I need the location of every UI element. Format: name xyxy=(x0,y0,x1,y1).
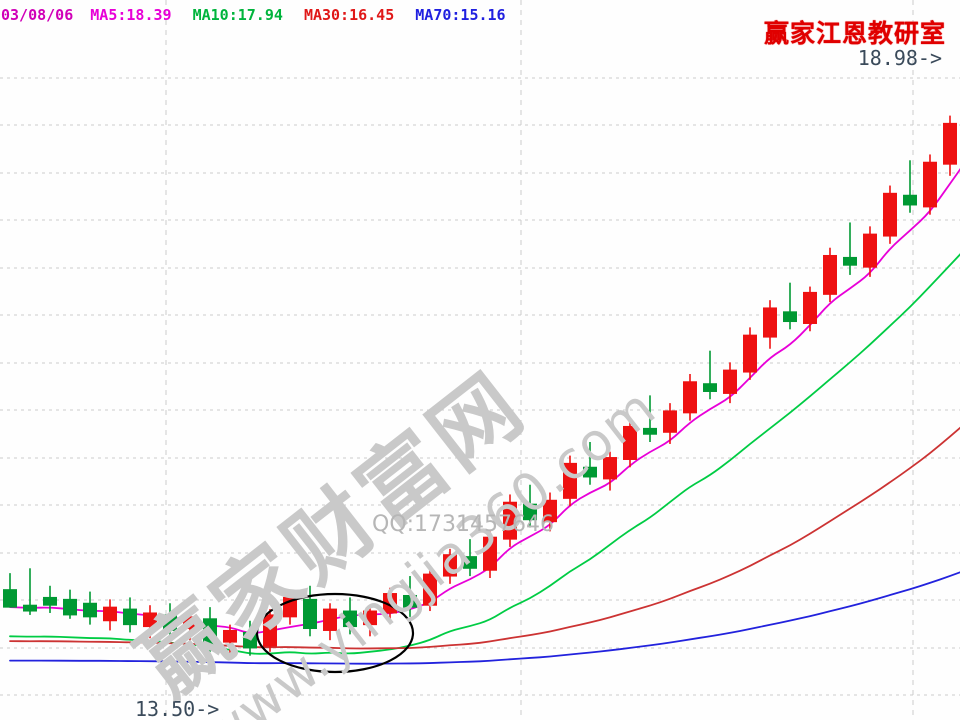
moving-average-lines xyxy=(9,168,960,665)
header-ma30: MA30:16.45 xyxy=(303,6,395,24)
candlestick-series xyxy=(3,115,957,656)
price-label-low: 13.50-> xyxy=(135,697,220,720)
brand-title: 赢家江恩教研室 xyxy=(763,19,946,48)
watermark-qq-text: QQ:1731457646 xyxy=(372,512,555,537)
annotation-layer xyxy=(255,592,415,674)
header-ma70: MA70:15.16 xyxy=(415,6,506,24)
header-ma5: MA5:18.39 xyxy=(90,6,172,24)
header-date: 03/08/06 xyxy=(1,6,74,24)
header-ma10: MA10:17.94 xyxy=(192,6,283,24)
chart-header-readout: 03/08/06 MA5:18.39 MA10:17.94 MA30:16.45… xyxy=(0,6,960,28)
price-label-high: 18.98-> xyxy=(857,46,942,70)
